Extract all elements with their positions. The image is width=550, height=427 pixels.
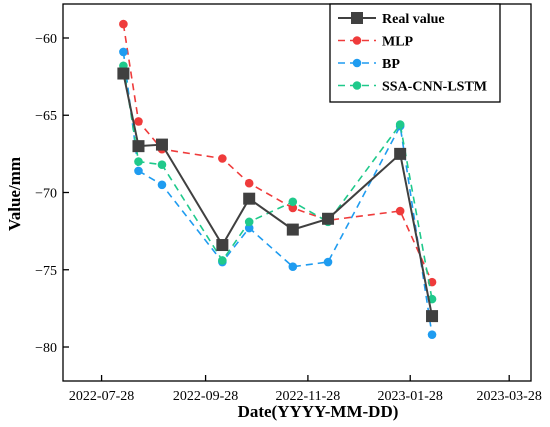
y-tick-label: −60 (35, 32, 57, 47)
legend-label-mlp: MLP (382, 35, 414, 50)
y-tick-label: −65 (35, 109, 57, 124)
data-point-bp (427, 330, 437, 339)
data-point-mlp (288, 203, 298, 213)
data-point-ssa-cnn-lstm (157, 160, 167, 169)
data-point-real-value (155, 138, 168, 151)
data-point-ssa-cnn-lstm (134, 157, 143, 166)
x-tick-label: 2023-01-28 (378, 389, 443, 404)
x-tick-label: 2022-09-28 (173, 389, 238, 404)
data-point-real-value (322, 212, 335, 225)
data-point-real-value (394, 147, 407, 160)
legend-marker-ssa-cnn-lstm (352, 81, 362, 90)
legend-marker-real-value (351, 12, 363, 24)
data-point-mlp (134, 117, 143, 126)
data-point-real-value (132, 140, 145, 153)
data-point-mlp (395, 206, 405, 216)
x-axis-title: Date(YYYY-MM-DD) (238, 402, 399, 421)
y-tick-label: −80 (35, 341, 57, 356)
legend-marker-mlp (352, 36, 362, 45)
data-point-real-value (216, 239, 229, 252)
legend-marker-bp (352, 58, 362, 68)
data-point-real-value (286, 223, 299, 236)
data-point-bp (288, 262, 298, 271)
data-point-ssa-cnn-lstm (218, 256, 227, 265)
legend-label-ssa-cnn-lstm: SSA-CNN-LSTM (382, 80, 487, 95)
data-point-mlp (244, 178, 254, 188)
y-tick-label: −70 (35, 187, 57, 202)
x-tick-label: 2022-07-28 (69, 389, 134, 404)
data-point-ssa-cnn-lstm (244, 217, 254, 227)
y-axis-title: Value/mm (5, 157, 24, 231)
data-point-real-value (117, 67, 130, 80)
y-tick-label: −75 (35, 264, 57, 279)
x-tick-label: 2023-03-28 (477, 389, 542, 404)
x-tick-label: 2022-11-28 (275, 389, 340, 404)
data-point-ssa-cnn-lstm (288, 197, 298, 207)
data-point-mlp (119, 19, 128, 29)
legend-label-real-value: Real value (382, 12, 445, 27)
data-point-bp (157, 180, 167, 190)
data-point-bp (134, 166, 143, 176)
data-point-mlp (218, 154, 227, 163)
data-point-ssa-cnn-lstm (395, 120, 405, 129)
legend-label-bp: BP (382, 57, 400, 72)
data-point-bp (323, 257, 333, 267)
data-point-real-value (243, 192, 256, 205)
data-point-real-value (426, 310, 439, 323)
data-point-bp (119, 47, 128, 57)
